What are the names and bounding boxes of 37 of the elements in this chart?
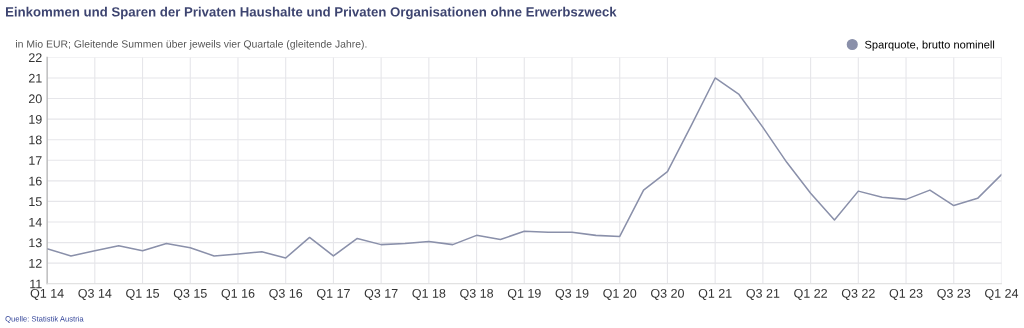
- x-tick-label: Q1 21: [698, 288, 732, 300]
- x-tick-label: Q3 18: [460, 288, 494, 300]
- x-tick-label: Q1 16: [221, 288, 255, 300]
- chart-subtitle: in Mio EUR; Gleitende Summen über jeweils vier Quartale (gleitende Jahre).: [16, 40, 367, 50]
- line-series: [47, 77, 1002, 259]
- y-tick-label: 19: [29, 114, 42, 124]
- y-tick-label: 16: [29, 176, 42, 186]
- y-tick-label: 13: [29, 238, 42, 248]
- x-tick-label: Q1 15: [126, 288, 160, 300]
- x-tick-label: Q3 14: [78, 288, 112, 300]
- x-tick-label: Q3 15: [173, 288, 207, 300]
- y-tick-label: 21: [28, 73, 42, 83]
- x-tick-label: Q3 19: [555, 288, 589, 300]
- x-tick-label: Q1 24: [985, 288, 1019, 300]
- x-tick-label: Q1 19: [507, 288, 541, 300]
- x-tick-label: Q1 23: [889, 288, 923, 300]
- y-tick-label: 18: [29, 135, 42, 145]
- x-tick-label: Q1 18: [412, 288, 446, 300]
- x-tick-label: Q1 20: [603, 288, 637, 300]
- x-tick-label: Q3 21: [746, 288, 780, 300]
- y-tick-label: 11: [30, 279, 42, 289]
- y-tick-label: 15: [29, 197, 42, 207]
- chart-title: Einkommen und Sparen der Privaten Haushalte und Privaten Organisationen ohne Erwerbszweck: [6, 6, 617, 20]
- x-tick-label: Q1 22: [794, 288, 827, 300]
- x-tick-label: Q3 17: [364, 288, 398, 300]
- x-tick-label: Q3 22: [841, 288, 875, 300]
- x-tick-label: Q1 17: [316, 288, 350, 300]
- x-tick-label: Q3 16: [269, 288, 303, 300]
- y-tick-label: 22: [28, 53, 42, 62]
- y-tick-label: 20: [28, 94, 42, 104]
- y-tick-label: 14: [29, 217, 42, 227]
- x-tick-label: Q3 23: [937, 288, 971, 300]
- legend-label: Sparquote, brutto nominell: [864, 40, 995, 51]
- x-tick-label: Q1 14: [30, 288, 64, 300]
- x-tick-label: Q3 20: [651, 288, 684, 300]
- y-tick-label: 12: [29, 258, 42, 268]
- y-tick-label: 17: [29, 156, 42, 165]
